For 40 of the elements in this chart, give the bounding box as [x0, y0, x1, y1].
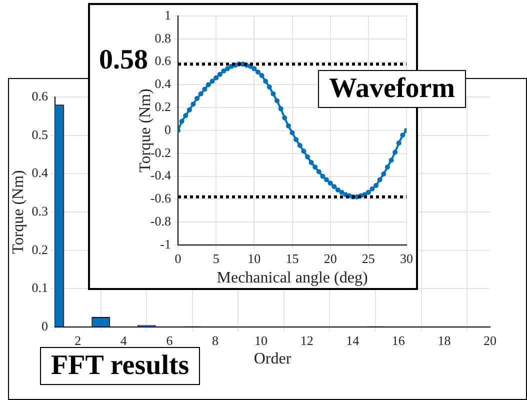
y-tick-label: 0.2	[32, 242, 48, 257]
x-tick-label: 25	[362, 251, 375, 266]
y-tick-label: 0.2	[154, 99, 171, 114]
x-tick-label: 4	[120, 333, 128, 348]
x-tick-label: 18	[438, 333, 451, 348]
x-tick-label: 5	[212, 251, 220, 266]
y-tick-label: 1	[164, 7, 171, 22]
y-tick-label: -1	[160, 236, 171, 252]
text: Waveform	[318, 70, 466, 108]
y-tick-label: 0.1	[32, 280, 48, 296]
x-tick-label: 12	[300, 333, 314, 348]
x-axis-title: Order	[254, 350, 292, 368]
y-axis-title: Torque (Nm)	[10, 170, 27, 254]
y-tick-label: 0.8	[154, 30, 171, 46]
y-tick-label: -0.8	[150, 214, 171, 229]
y-tick-label: 0.5	[32, 126, 48, 142]
x-tick-label: 15	[286, 251, 299, 266]
x-tick-label: 6	[166, 333, 174, 348]
y-tick-label: 0.6	[154, 53, 172, 68]
x-tick-label: 10	[254, 333, 268, 348]
x-tick-label: 20	[324, 251, 337, 266]
y-tick-label: 0.3	[32, 203, 48, 218]
y-tick-label: 0.4	[32, 165, 48, 180]
x-tick-label: 20	[484, 333, 496, 348]
x-tick-label: 14	[346, 333, 360, 348]
y-tick-label: -0.4	[150, 168, 172, 183]
y-tick-label: 0	[42, 318, 48, 334]
x-tick-label: 0	[174, 251, 182, 266]
ref-line-label: 0.58	[99, 44, 148, 76]
y-tick-label: 0.4	[154, 76, 172, 92]
x-axis-title: Mechanical angle (deg)	[216, 270, 368, 287]
x-tick-label: 10	[248, 251, 261, 266]
x-tick-label: 16	[392, 333, 406, 348]
y-tick-label: 0.6	[32, 88, 48, 104]
x-tick-label: 2	[74, 333, 82, 348]
x-tick-label: 8	[212, 333, 219, 348]
text: FFT results	[40, 347, 200, 385]
y-tick-label: -0.6	[150, 190, 172, 206]
x-tick-label: 30	[400, 251, 413, 266]
y-tick-label: 0	[164, 122, 171, 137]
